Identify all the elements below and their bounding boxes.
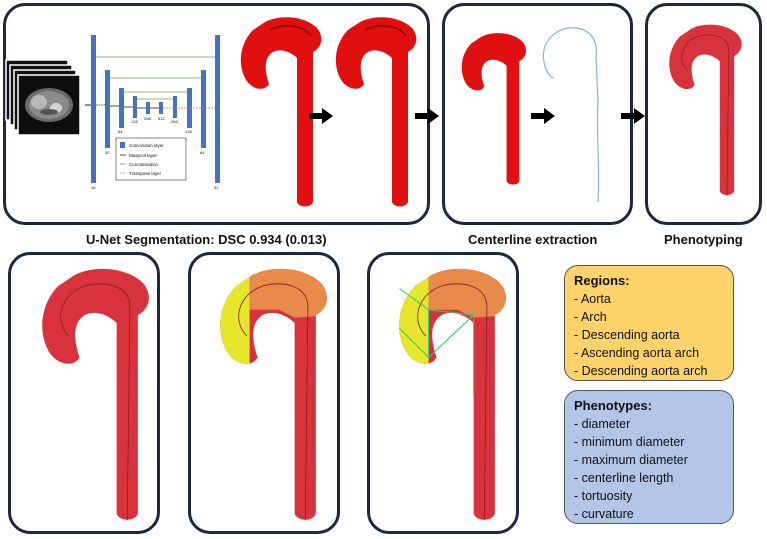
phenotypes-item: - minimum diameter — [574, 435, 685, 449]
arrow-icon — [621, 108, 645, 124]
phenotypes-item: - diameter — [574, 417, 631, 431]
phenotypes-item: - tortuosity — [574, 489, 633, 503]
aorta-phenotype-model — [669, 24, 742, 196]
arrow-icon — [415, 108, 439, 124]
regions-item: - Ascending aorta arch — [574, 346, 700, 360]
caption-phenotyping: Phenotyping — [664, 232, 743, 247]
regions-item: - Descending aorta arch — [574, 364, 708, 378]
unet-label-32: 32 — [105, 150, 110, 155]
aorta-segmentation-1 — [240, 17, 322, 207]
unet-label-512: 512 — [158, 116, 165, 121]
arrow-icon — [309, 108, 333, 124]
unet-label-128: 128 — [131, 119, 138, 124]
unet-label-256: 256 — [144, 116, 151, 121]
aorta-descending-region-model — [399, 268, 506, 521]
unet-legend: Convolution layer Maxpool layer Concaten… — [115, 137, 187, 181]
conv-layer-16 — [91, 35, 96, 183]
regions-item: - Descending aorta — [574, 328, 680, 342]
regions-item: - Aorta — [574, 292, 611, 306]
mri-stack-image — [5, 59, 81, 136]
aorta-arch-region-model — [220, 268, 327, 521]
unet-label-32-up: 32 — [214, 185, 219, 190]
conv-layer-32-up — [215, 35, 220, 183]
unet-label-64-up: 64 — [200, 150, 205, 155]
legend-maxpool: Maxpool layer — [129, 153, 158, 158]
aorta-full-model — [42, 268, 149, 521]
regions-title: Regions: — [574, 273, 630, 288]
conv-layer-64-up — [201, 70, 206, 148]
arrow-icon — [531, 108, 555, 124]
legend-conv: Convolution layer — [129, 143, 164, 148]
phenotypes-title: Phenotypes: — [574, 398, 653, 413]
phenotypes-list: - diameter - minimum diameter - maximum … — [574, 415, 724, 523]
phenotypes-item: - curvature — [574, 507, 634, 521]
unet-label-64: 64 — [118, 129, 123, 134]
phenotypes-item: - centerline length — [574, 471, 674, 485]
conv-layer-256 — [146, 102, 150, 114]
caption-segmentation: U-Net Segmentation: DSC 0.934 (0.013) — [86, 232, 327, 247]
unet-label-128-up: 128 — [185, 129, 192, 134]
phenotypes-box: Phenotypes: - diameter - minimum diamete… — [564, 390, 734, 524]
phenotypes-item: - maximum diameter — [574, 453, 688, 467]
conv-layer-256-up — [173, 96, 177, 118]
aorta-segmentation-2 — [335, 17, 417, 207]
unet-diagram: 16 32 64 128 256 512 256 128 64 32 Convo… — [85, 35, 220, 190]
conv-layer-32 — [105, 70, 110, 148]
regions-box: Regions: - Aorta - Arch - Descending aor… — [564, 265, 734, 381]
legend-concat: Concatenation — [129, 162, 159, 167]
unet-label-16: 16 — [91, 185, 96, 190]
legend-transpose: Transpose layer — [129, 171, 162, 176]
conv-layer-64 — [119, 88, 124, 128]
conv-layer-128 — [133, 96, 137, 118]
aorta-segmentation-3 — [461, 33, 527, 185]
centerline-curve — [542, 27, 600, 203]
conv-layer-128-up — [187, 88, 192, 128]
unet-label-256-up: 256 — [171, 119, 178, 124]
regions-list: - Aorta - Arch - Descending aorta - Asce… — [574, 290, 724, 380]
conv-layer-512 — [159, 102, 163, 114]
caption-centerline: Centerline extraction — [468, 232, 598, 247]
regions-item: - Arch — [574, 310, 607, 324]
